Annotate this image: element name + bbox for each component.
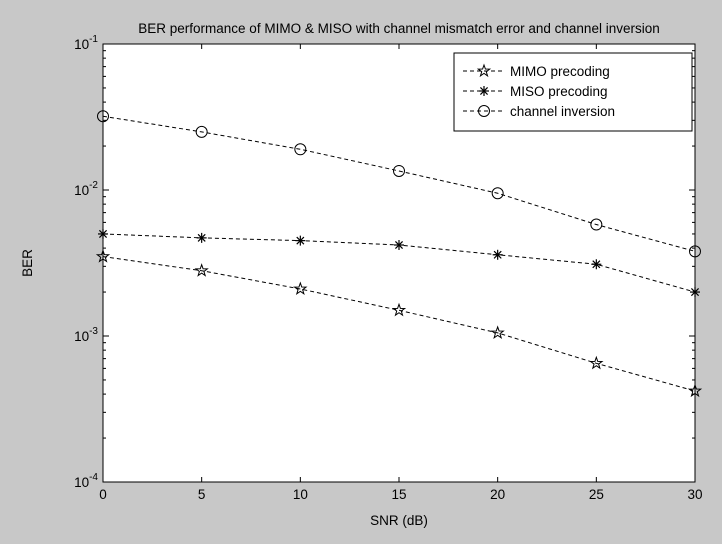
data-point	[690, 287, 700, 298]
series-line	[102, 256, 696, 392]
data-point	[689, 245, 701, 258]
legend-label: MISO precoding	[510, 84, 608, 99]
x-tick-label: 10	[293, 487, 308, 502]
series-layer	[95, 110, 703, 398]
data-point	[393, 164, 405, 177]
y-axis-label: BER	[20, 249, 35, 277]
legend-entry: MIMO precoding	[463, 63, 610, 79]
data-point	[97, 110, 109, 123]
y-tick-label: 10-4	[74, 472, 98, 490]
x-axis-label: SNR (dB)	[370, 513, 428, 528]
legend-entry: MISO precoding	[463, 84, 608, 99]
data-point	[490, 325, 505, 339]
data-point	[589, 355, 604, 370]
axis-ticks: 0 5 10 15 20 25 30 10-4 10-3 10-2 10-1	[74, 34, 702, 502]
data-point	[195, 125, 208, 138]
data-point	[492, 249, 503, 260]
data-point	[491, 187, 504, 200]
data-point	[687, 383, 703, 398]
x-tick-label: 5	[198, 487, 206, 502]
data-point	[391, 302, 407, 317]
legend-marker	[476, 63, 492, 78]
legend-label: MIMO precoding	[510, 64, 610, 79]
legend-marker	[479, 86, 489, 96]
data-point	[194, 263, 209, 277]
series-mimo-precoding	[95, 249, 703, 398]
x-tick-label: 30	[687, 487, 702, 502]
legend-marker	[478, 105, 490, 117]
legend: MIMO precoding MISO precoding channel inve…	[453, 52, 693, 132]
legend-box	[453, 52, 693, 132]
data-point	[95, 249, 111, 263]
x-tick-label: 25	[589, 487, 604, 502]
x-tick-label: 15	[391, 487, 406, 502]
data-point	[293, 281, 308, 296]
y-tick-label: 10-1	[74, 34, 98, 52]
y-tick-label: 10-3	[74, 326, 98, 344]
series-channel-inversion	[97, 110, 701, 258]
data-point	[196, 232, 207, 243]
series-line	[102, 115, 696, 252]
series-miso-precoding	[98, 228, 700, 298]
legend-entry: channel inversion	[463, 104, 615, 119]
data-point	[591, 259, 602, 270]
chart-title: BER performance of MIMO & MISO with chan…	[138, 21, 659, 36]
data-point	[590, 218, 603, 231]
legend-label: channel inversion	[510, 104, 615, 119]
data-point	[294, 143, 307, 156]
data-point	[295, 235, 306, 246]
x-tick-label: 20	[490, 487, 505, 502]
y-tick-label: 10-2	[74, 180, 98, 198]
x-tick-label: 0	[99, 487, 107, 502]
data-point	[394, 240, 404, 251]
data-point	[98, 228, 108, 239]
